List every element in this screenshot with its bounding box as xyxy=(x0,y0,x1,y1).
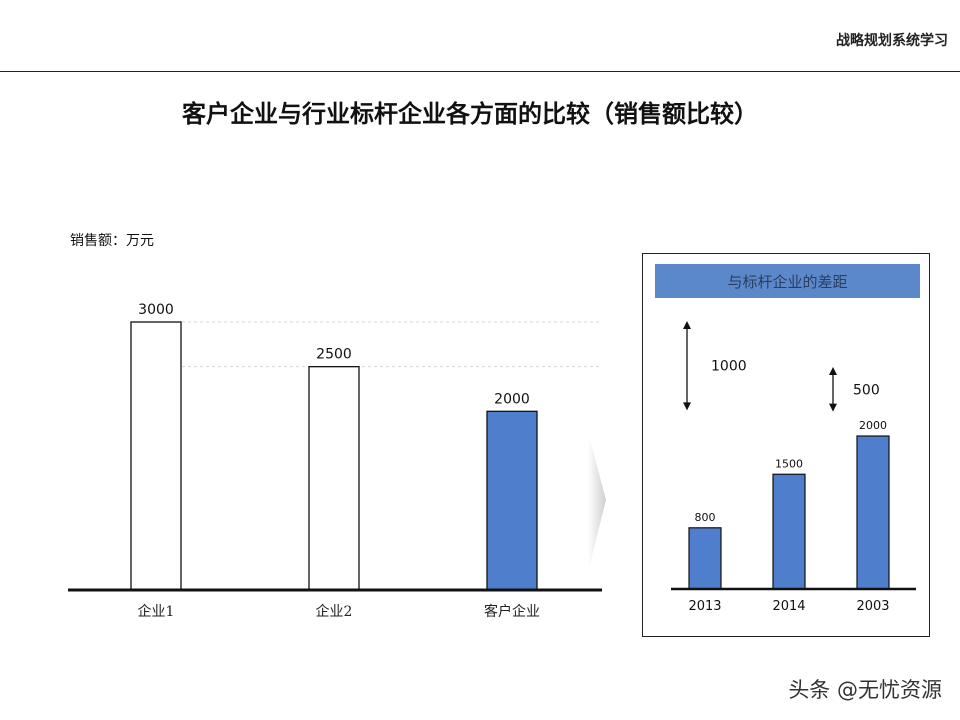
bar-2 xyxy=(308,366,360,591)
inset-bar-value-label: 800 xyxy=(695,511,716,524)
page-title: 客户企业与行业标杆企业各方面的比较（销售额比较） xyxy=(182,100,758,128)
section-label: 战略规划系统学习 xyxy=(836,33,948,49)
transition-arrow-icon xyxy=(588,432,606,572)
bar-value-label: 2500 xyxy=(316,347,352,363)
bar-3 xyxy=(486,410,538,591)
category-label: 客户企业 xyxy=(484,603,540,620)
inset-category-label: 2013 xyxy=(688,599,721,614)
gap-value-label: 1000 xyxy=(711,359,747,375)
inset-bar-2014 xyxy=(772,473,806,590)
header-divider xyxy=(0,71,960,72)
inset-category-label: 2003 xyxy=(856,599,889,614)
inset-bar-2013 xyxy=(688,527,722,590)
inset-bar-value-label: 2000 xyxy=(859,419,887,432)
bar-value-label: 3000 xyxy=(138,302,174,318)
inset-bar-value-label: 1500 xyxy=(775,457,803,470)
gap-arrow-1: 1000 xyxy=(683,321,747,411)
unit-label: 销售额：万元 xyxy=(70,233,154,249)
inset-bar-2003 xyxy=(856,435,890,590)
watermark: 头条 @无忧资源 xyxy=(788,678,942,702)
gap-arrow-2: 500 xyxy=(829,367,880,412)
category-label: 企业2 xyxy=(316,603,353,620)
inset-bar-chart: 1000 500 800 2013 1500 2014 2000 2003 xyxy=(671,321,916,614)
bar-1 xyxy=(130,321,182,591)
gap-panel-title: 与标杆企业的差距 xyxy=(655,264,920,298)
category-label: 企业1 xyxy=(138,603,175,620)
bar-value-label: 2000 xyxy=(494,391,530,407)
gap-value-label: 500 xyxy=(853,382,880,398)
inset-category-label: 2014 xyxy=(772,599,805,614)
gap-panel: 与标杆企业的差距 1000 500 800 2013 1500 2014 2000 2003 xyxy=(642,253,930,637)
